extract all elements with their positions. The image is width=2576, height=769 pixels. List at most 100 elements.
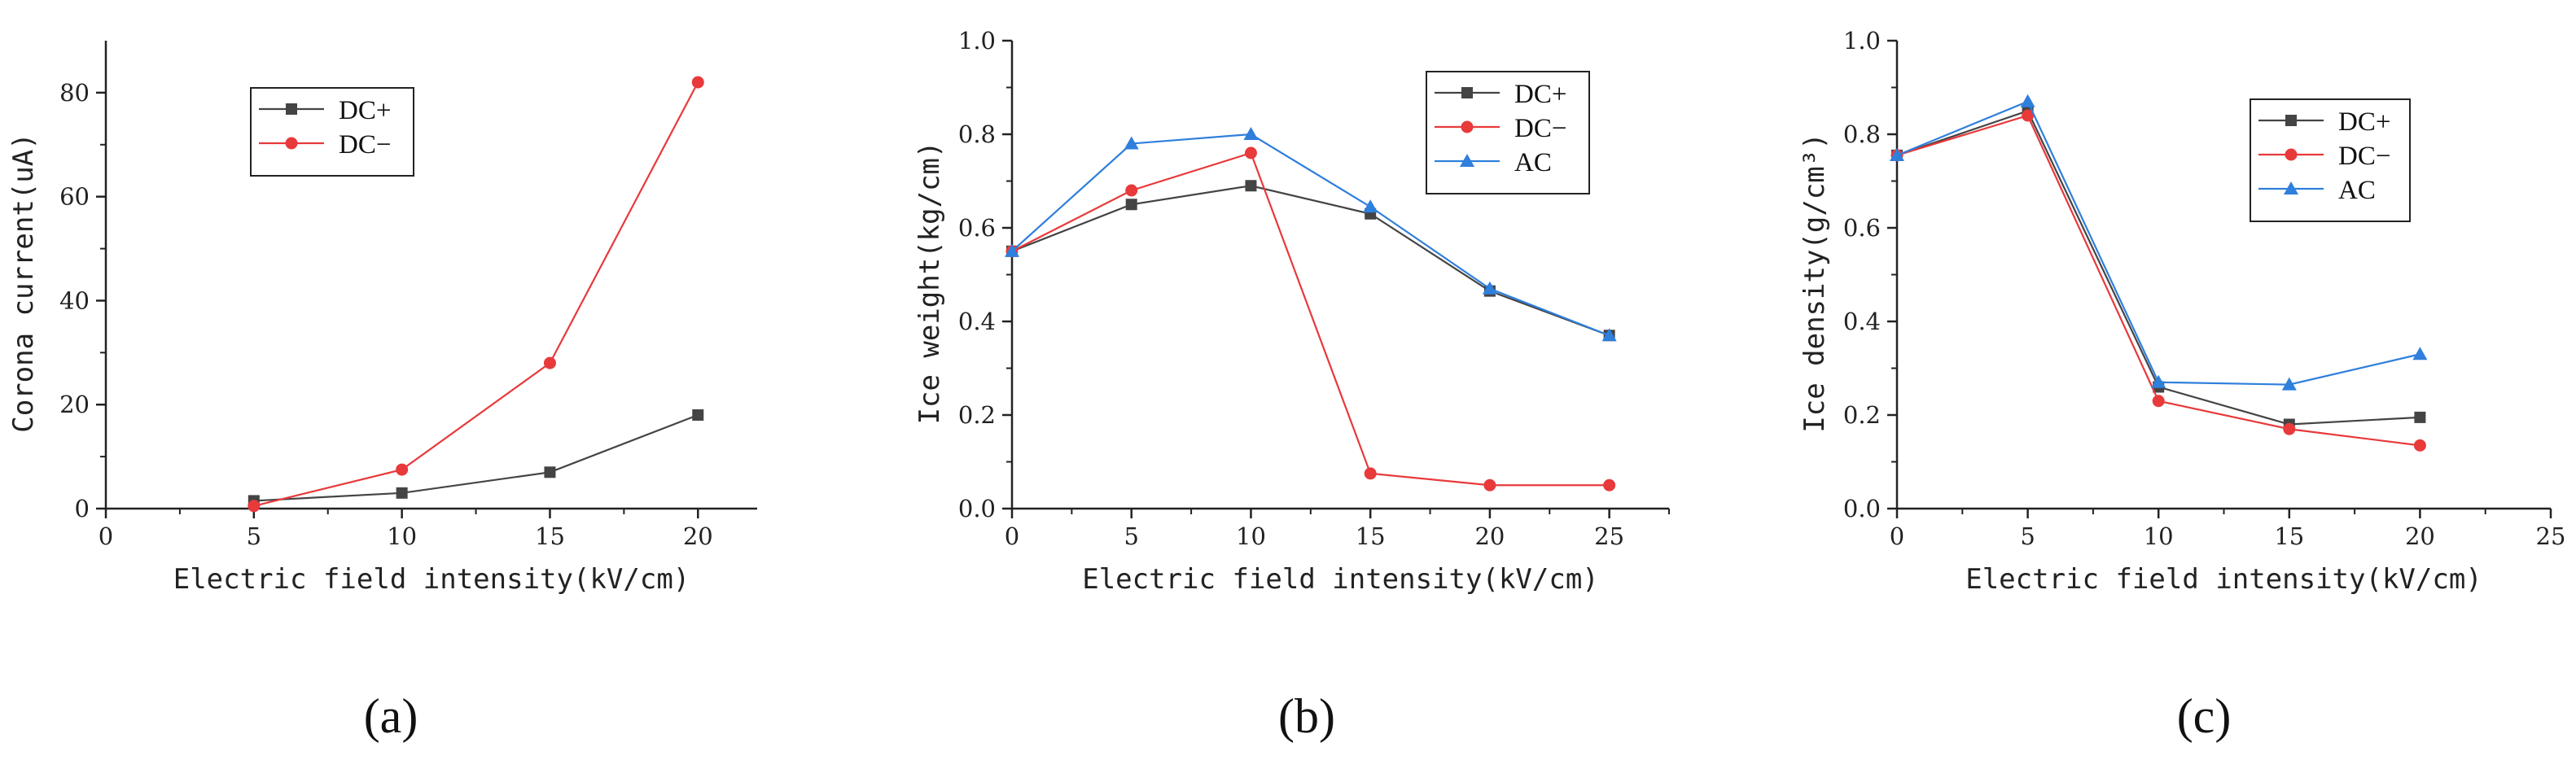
chart-b-ytick-label: 0.8 [958, 120, 996, 148]
chart-b-panel-label: (b) [1278, 689, 1335, 743]
chart-a-series-point [692, 409, 704, 421]
chart-b-series-point [1483, 478, 1496, 492]
chart-c-xtick-label: 10 [2144, 522, 2174, 550]
chart-c-series-point [2281, 377, 2297, 391]
chart-c-panel-label: (c) [2177, 689, 2232, 743]
chart-b-ticks: 0 5 10 15 20 25 0.0 0.2 0.4 0.6 0.8 1.0 [958, 27, 1670, 550]
chart-b-ylabel: Ice weight(kg/cm) [913, 142, 946, 425]
chart-c-xtick-label: 0 [1890, 522, 1904, 550]
chart-c-legend-marker [2285, 148, 2298, 161]
chart-b-ytick-label: 0.4 [958, 308, 996, 335]
chart-b-series-line-1 [1011, 151, 1610, 487]
chart-a-ytick-label: 0 [75, 495, 90, 522]
chart-c-xtick-label: 25 [2536, 522, 2566, 550]
chart-c-legend: DC+ DC− AC [2250, 98, 2411, 222]
chart-a-ylabel: Corona current(uA) [7, 133, 40, 432]
chart-a-legend: DC+ DC− [250, 87, 414, 177]
chart-c-ytick-label: 0.0 [1843, 495, 1881, 522]
chart-a-axes [104, 41, 757, 510]
chart-a-xtick-label: 20 [683, 522, 713, 550]
chart-b-xtick-label: 0 [1005, 522, 1019, 550]
chart-b-series-point [1125, 184, 1138, 197]
chart-c-series-point [2413, 439, 2426, 452]
chart-b-series-point [1364, 467, 1377, 480]
chart-c-ytick-label: 0.8 [1843, 120, 1881, 148]
chart-b-legend-label: AC [1514, 148, 1552, 177]
chart-a-ytick-label: 20 [59, 391, 90, 418]
chart-c-xtick-label: 5 [2020, 522, 2035, 550]
chart-c-ytick-label: 0.6 [1843, 214, 1881, 242]
chart-a-series-point [396, 463, 409, 476]
chart-a-ytick-label: 80 [59, 79, 90, 107]
chart-a-series-line-0 [253, 413, 699, 502]
chart-a-xlabel: Electric field intensity(kV/cm) [173, 563, 690, 596]
chart-a-series [248, 76, 704, 513]
chart-b-series-line-2 [1011, 133, 1610, 337]
chart-c-axes [1895, 41, 2551, 510]
chart-a-legend-label: DC− [339, 130, 391, 159]
chart-b-legend-marker [1461, 120, 1474, 133]
chart-c-series-point [2283, 422, 2296, 435]
chart-a-series-point [544, 466, 556, 478]
chart-c-ytick-label: 1.0 [1843, 27, 1881, 55]
chart-c-xtick-label: 20 [2405, 522, 2435, 550]
chart-c-ticks: 0 5 10 15 20 25 0.0 0.2 0.4 0.6 0.8 1.0 [1843, 27, 2566, 550]
chart-b-xtick-label: 10 [1236, 522, 1266, 550]
chart-c-series-point [2412, 347, 2428, 360]
chart-a-ticks: 0 5 10 15 20 0 20 40 60 80 [59, 79, 713, 550]
chart-c-legend-label: DC− [2338, 142, 2390, 171]
chart-b-legend-label: DC+ [1514, 80, 1566, 109]
chart-a-series-point [248, 500, 261, 513]
chart-c-series-point [1890, 147, 1904, 161]
chart-c-legend-marker [2284, 181, 2298, 194]
chart-b-series-point [1601, 328, 1617, 342]
chart-a-ytick-label: 40 [59, 286, 90, 314]
chart-c-legend-label: DC+ [2338, 107, 2390, 137]
chart-a-series-point [396, 487, 408, 499]
chart-c-series [1890, 94, 2428, 452]
chart-a-legend-marker [285, 137, 298, 150]
chart-a-panel-label: (a) [364, 689, 418, 743]
chart-a-legend-label: DC+ [339, 96, 391, 125]
chart-a: 0 5 10 15 20 0 20 40 60 80 DC+ DC− Electric field … [7, 41, 757, 743]
chart-c-series-point [2151, 374, 2166, 388]
chart-c-xlabel: Electric field intensity(kV/cm) [1965, 563, 2482, 596]
chart-b-series-point [1125, 199, 1137, 211]
chart-c-series-point [2020, 94, 2035, 107]
chart-b-series-point [1245, 180, 1257, 192]
chart-b-series-point [1244, 146, 1257, 159]
chart-b: 0 5 10 15 20 25 0.0 0.2 0.4 0.6 0.8 1.0 DC+ DC− AC El… [913, 27, 1670, 743]
chart-a-series-line-1 [253, 81, 699, 507]
chart-c-series-point [2022, 109, 2035, 122]
chart-c-legend-marker [2285, 115, 2297, 126]
chart-a-legend-marker [286, 103, 297, 115]
chart-b-xtick-label: 25 [1594, 522, 1624, 550]
chart-a-xtick-label: 15 [535, 522, 565, 550]
chart-b-xtick-label: 5 [1124, 522, 1139, 550]
chart-a-series-point [543, 356, 556, 369]
chart-b-xtick-label: 15 [1356, 522, 1386, 550]
chart-b-series-point [1482, 281, 1497, 295]
chart-b-series-point [1363, 199, 1378, 213]
chart-b-legend-marker [1460, 154, 1474, 167]
chart-b-legend: DC+ DC− AC [1426, 71, 1590, 194]
chart-b-series-point [1124, 136, 1139, 150]
chart-b-series-point [1243, 127, 1259, 140]
chart-c-ylabel: Ice density(g/cm³) [1798, 133, 1831, 432]
chart-b-ytick-label: 0.0 [958, 495, 996, 522]
chart-c-xtick-label: 15 [2274, 522, 2304, 550]
chart-a-series-point [691, 76, 704, 89]
chart-c-series-point [2152, 395, 2165, 408]
chart-a-xtick-label: 10 [387, 522, 417, 550]
chart-a-xtick-label: 0 [99, 522, 113, 550]
chart-b-legend-marker [1461, 87, 1473, 98]
chart-a-xtick-label: 5 [247, 522, 261, 550]
chart-c-series-point [2414, 411, 2426, 423]
chart-b-series [1005, 127, 1617, 492]
chart-c-legend-label: AC [2338, 176, 2376, 205]
chart-b-xtick-label: 20 [1474, 522, 1505, 550]
chart-b-ytick-label: 1.0 [958, 27, 996, 55]
chart-c-ytick-label: 0.4 [1843, 308, 1881, 335]
chart-b-ytick-label: 0.6 [958, 214, 996, 242]
